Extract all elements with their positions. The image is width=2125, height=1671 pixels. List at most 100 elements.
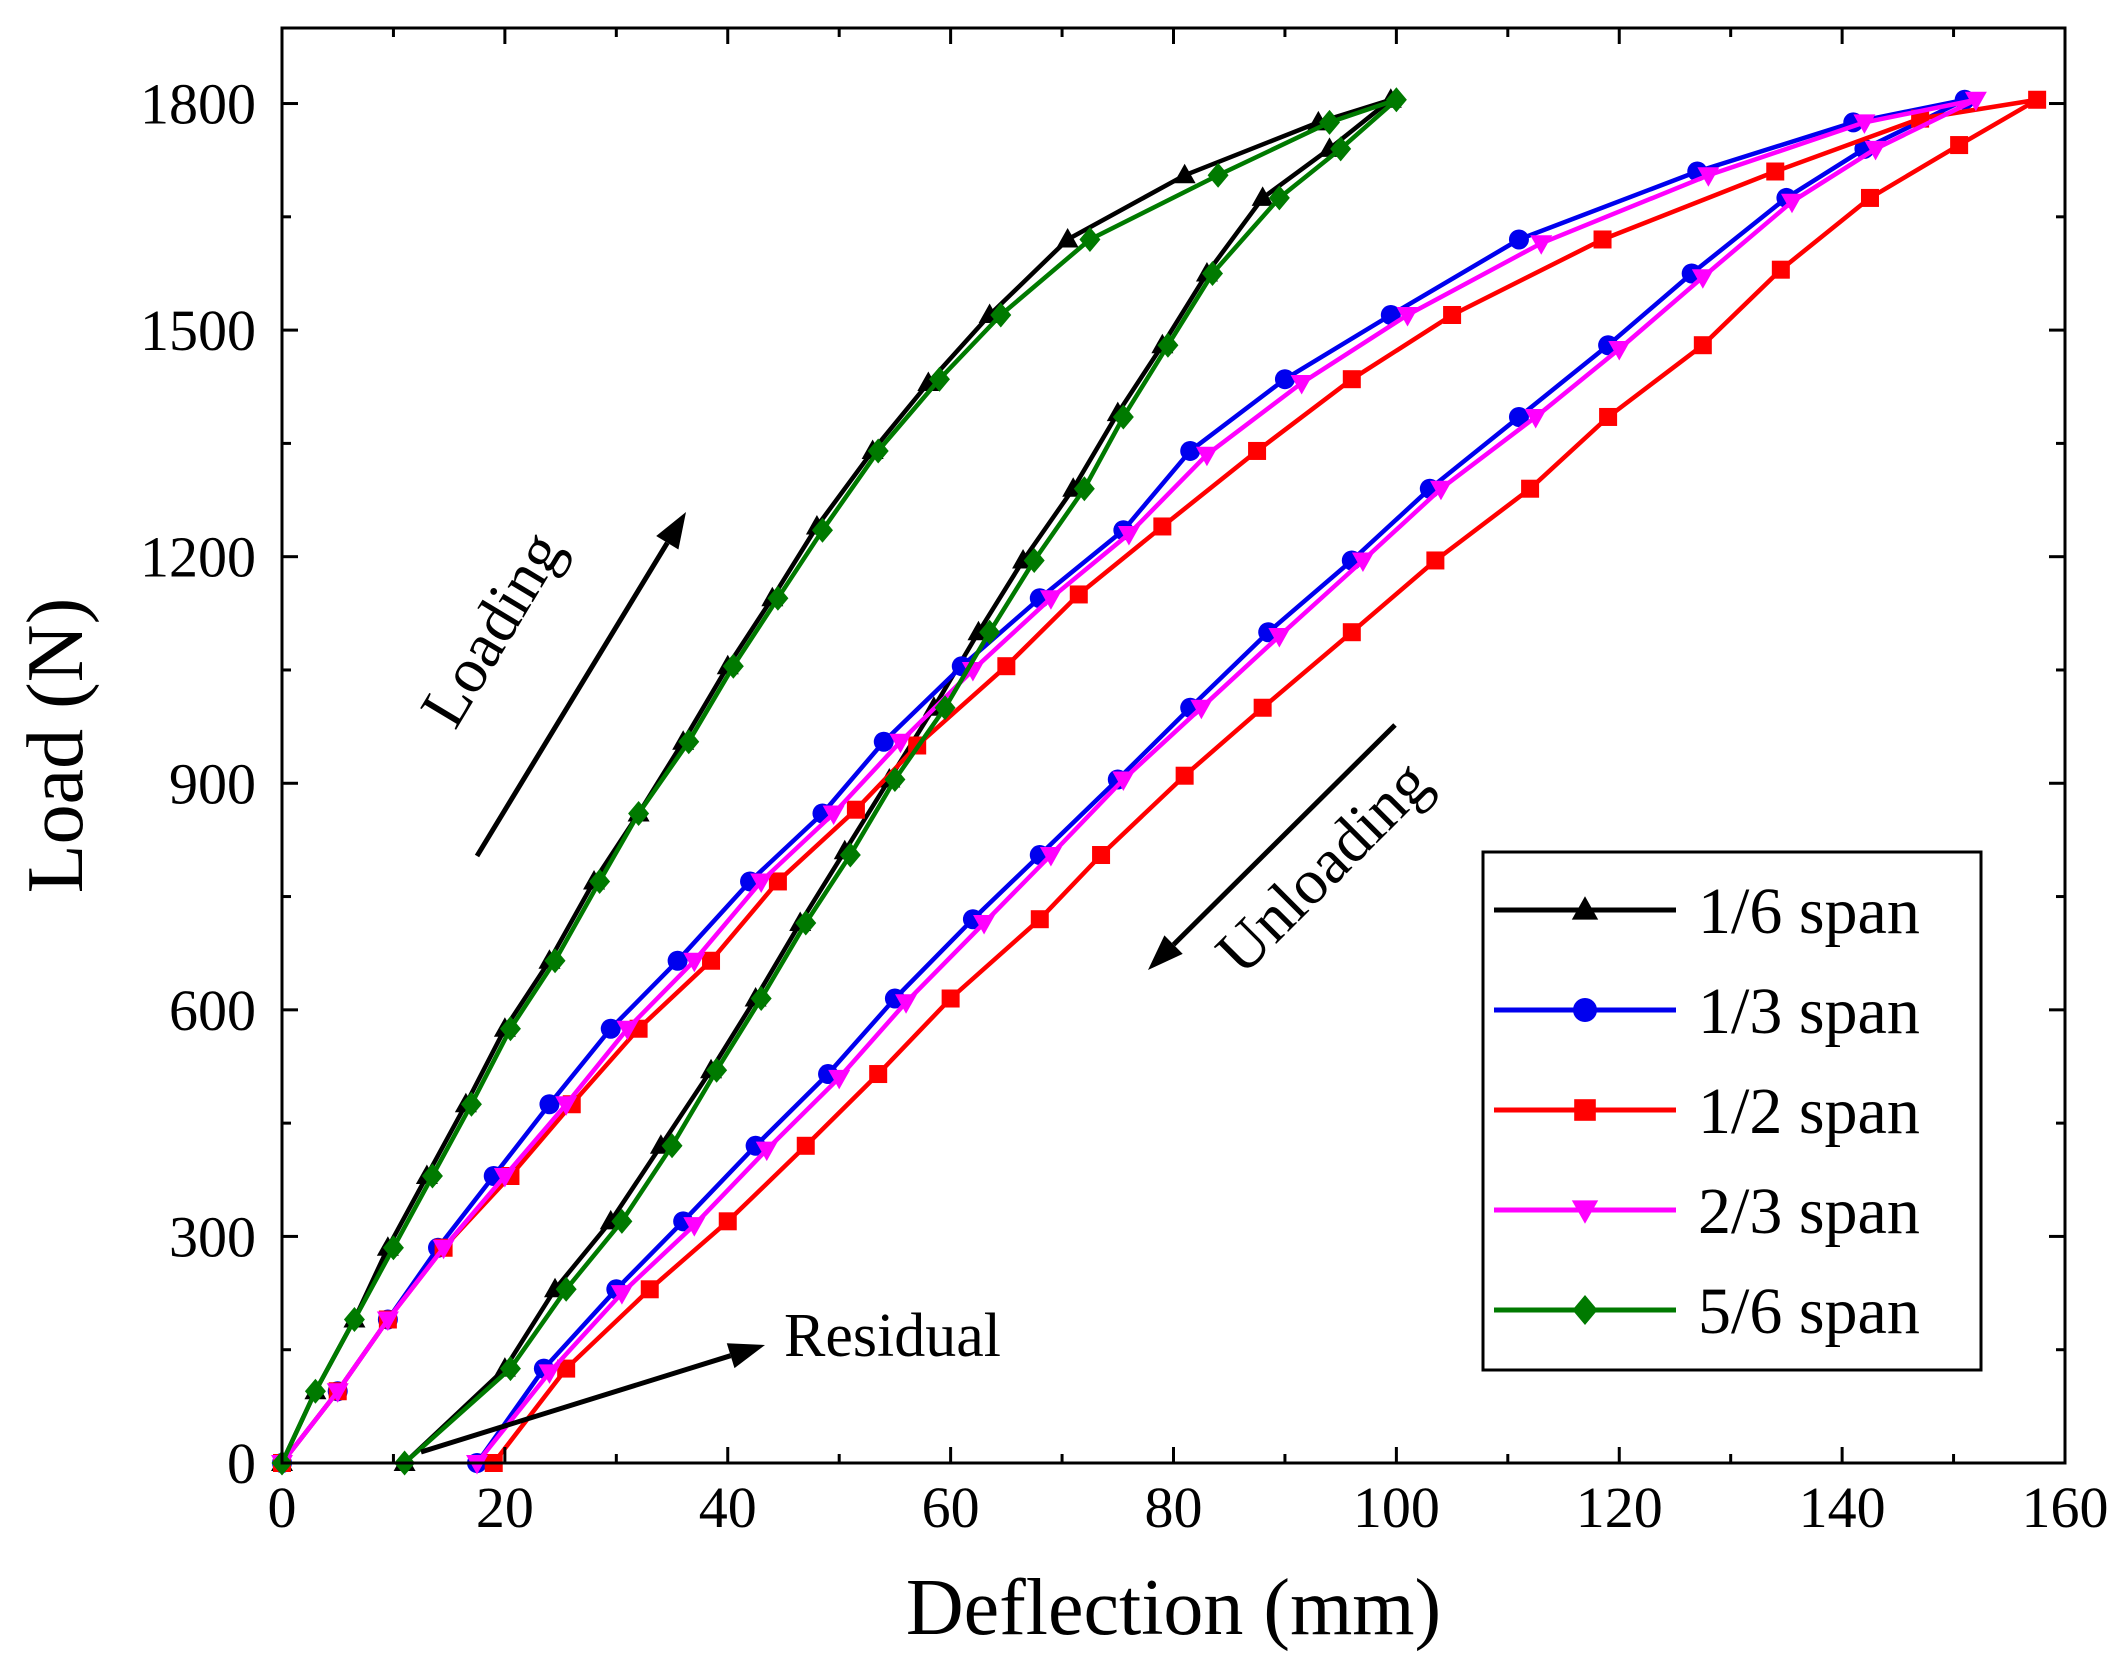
data-point [683, 1217, 706, 1237]
x-axis-title: Deflection (mm) [906, 1564, 1441, 1652]
data-point [1073, 476, 1095, 502]
data-point [1030, 910, 1049, 929]
axis-tick-labels: 0 20 40 60 80 100 120 140 160 0 300 600 900 1200 1500 1… [140, 72, 2109, 1540]
loading-arrow-head [656, 512, 686, 550]
data-point [767, 585, 789, 611]
legend-label: 1/6 span [1698, 875, 1920, 948]
data-point [889, 733, 912, 754]
loading-arrow [474, 541, 670, 858]
data-point [796, 1136, 815, 1155]
data-point [811, 517, 833, 543]
data-point [1681, 263, 1702, 284]
residual-arrow-head [726, 1343, 765, 1369]
data-point [1342, 370, 1361, 389]
data-point [750, 986, 772, 1012]
data-point [628, 800, 650, 826]
data-point [1693, 336, 1712, 355]
y-tick-label: 0 [227, 1431, 256, 1496]
data-point [1330, 136, 1352, 162]
data-point [421, 1163, 443, 1189]
data-point [600, 1018, 621, 1039]
data-point [1069, 585, 1088, 604]
x-tick-label: 60 [922, 1475, 980, 1540]
data-point [1521, 479, 1540, 498]
data-point [702, 951, 721, 970]
data-point [1268, 185, 1290, 211]
data-point [673, 1211, 694, 1232]
data-point [1697, 167, 1720, 187]
legend-label: 1/3 span [1698, 975, 1920, 1048]
legend-swatch-marker [1573, 998, 1597, 1022]
data-point [1258, 622, 1279, 643]
data-point [750, 873, 773, 893]
series-5 [271, 87, 1407, 1476]
x-tick-label: 160 [2022, 1475, 2109, 1540]
data-point [1593, 230, 1612, 249]
legend-label: 5/6 span [1698, 1275, 1920, 1348]
data-point [1253, 698, 1272, 717]
data-point [1112, 404, 1134, 430]
data-point [1964, 91, 1987, 112]
data-point [343, 1307, 365, 1332]
data-point [1429, 480, 1452, 501]
data-point [962, 909, 983, 930]
data-point [1530, 235, 1553, 255]
data-point [1112, 771, 1135, 791]
data-point [640, 1280, 659, 1299]
data-point [1608, 340, 1631, 361]
series-4 [271, 91, 1987, 1475]
legend-label: 1/2 span [1698, 1075, 1920, 1148]
legend-swatch-marker [1571, 896, 1599, 920]
data-point [460, 1091, 482, 1117]
data-point [1771, 260, 1790, 279]
y-tick-label: 1200 [140, 525, 256, 590]
x-tick-label: 40 [699, 1475, 757, 1540]
data-point [979, 619, 1001, 645]
data-point [539, 1094, 560, 1115]
data-point [768, 872, 787, 891]
data-point [895, 994, 918, 1014]
unloading-arrow-head [1148, 935, 1183, 970]
data-point [718, 1212, 737, 1231]
residual-label: Residual [784, 1302, 1001, 1370]
data-point [538, 1364, 561, 1384]
data-point [1248, 441, 1267, 460]
data-point [1039, 590, 1062, 610]
data-point [1385, 87, 1407, 113]
series-line [279, 97, 1394, 1465]
legend-entry: 1/2 span [1494, 1075, 1920, 1148]
data-point [1175, 766, 1194, 785]
y-tick-label: 600 [169, 978, 256, 1043]
data-point [973, 914, 996, 935]
data-point [1290, 374, 1313, 395]
x-tick-label: 100 [1353, 1475, 1440, 1540]
data-point [661, 1133, 683, 1159]
data-point [1153, 517, 1172, 536]
data-point [1274, 369, 1295, 390]
data-point [1173, 163, 1196, 184]
data-point [1950, 136, 1969, 155]
legend-swatch-marker [1572, 1295, 1598, 1325]
legend-entry: 2/3 span [1494, 1175, 1920, 1248]
data-point [1092, 846, 1111, 865]
data-point [1780, 193, 1803, 214]
data-point [869, 1065, 888, 1084]
data-point [873, 731, 894, 752]
data-point [1860, 188, 1879, 207]
data-point [941, 989, 960, 1008]
data-point [745, 1135, 766, 1156]
y-tick-label: 300 [169, 1204, 256, 1269]
series-line [279, 97, 1399, 1465]
data-point [1426, 551, 1445, 570]
data-point [990, 302, 1012, 328]
data-point [755, 1141, 778, 1162]
data-point [611, 1208, 633, 1234]
data-point [1853, 114, 1876, 134]
axis-ticks [280, 28, 2067, 1465]
x-tick-label: 80 [1145, 1475, 1203, 1540]
data-point [1766, 162, 1785, 181]
y-tick-label: 1500 [140, 298, 256, 363]
data-point [1056, 227, 1079, 248]
data-point [1396, 307, 1419, 327]
data-point [1268, 627, 1291, 648]
